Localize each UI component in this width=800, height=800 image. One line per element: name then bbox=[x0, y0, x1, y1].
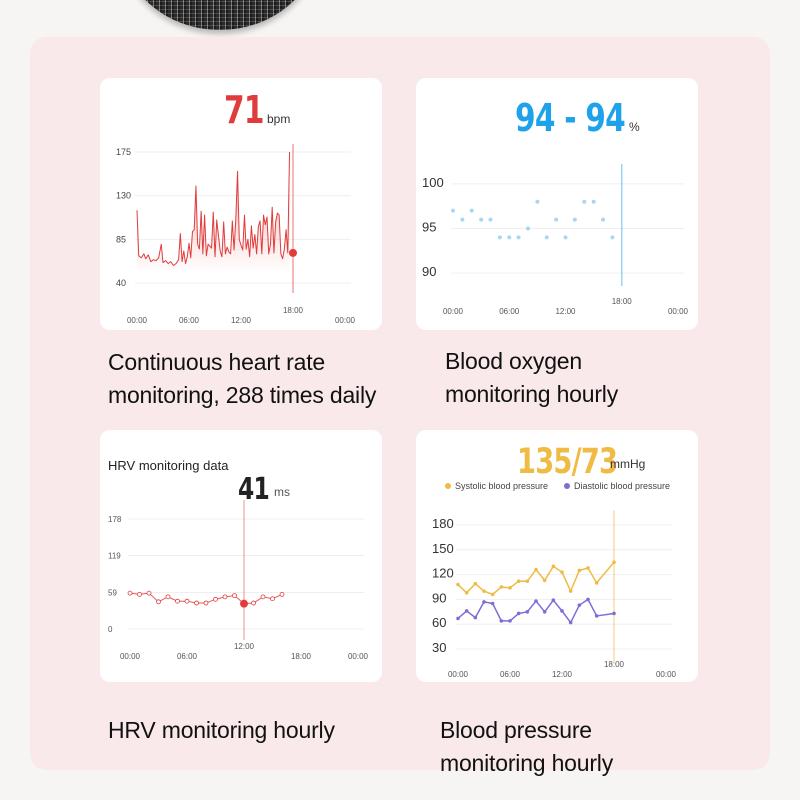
svg-text:90: 90 bbox=[432, 590, 446, 605]
legend-systolic: Systolic blood pressure bbox=[445, 481, 548, 491]
hrv-title: HRV monitoring data bbox=[108, 458, 229, 473]
blood-oxygen-caption: Blood oxygen monitoring hourly bbox=[445, 345, 618, 411]
svg-text:60: 60 bbox=[432, 615, 446, 630]
heart-rate-caption: Continuous heart rate monitoring, 288 ti… bbox=[108, 346, 376, 412]
svg-text:0: 0 bbox=[108, 625, 113, 634]
svg-text:00:00: 00:00 bbox=[348, 652, 369, 661]
svg-text:12:00: 12:00 bbox=[231, 316, 252, 325]
svg-text:119: 119 bbox=[108, 551, 121, 560]
heart-rate-value: 71 bbox=[224, 88, 264, 132]
legend-diastolic: Diastolic blood pressure bbox=[564, 481, 670, 491]
svg-text:180: 180 bbox=[432, 516, 454, 531]
svg-text:00:00: 00:00 bbox=[443, 307, 464, 316]
heart-rate-chart: 40 85 130 175 00:00 06:00 12:00 18:00 00:00 bbox=[116, 144, 356, 325]
svg-text:18:00: 18:00 bbox=[283, 306, 304, 315]
hrv-card: HRV monitoring data 41 ms 0 59 119 178 00:00… bbox=[100, 430, 382, 682]
svg-text:150: 150 bbox=[432, 541, 454, 556]
svg-text:95: 95 bbox=[422, 220, 436, 235]
legend-label: Diastolic blood pressure bbox=[574, 481, 671, 491]
caption-line: monitoring hourly bbox=[445, 381, 619, 407]
svg-text:00:00: 00:00 bbox=[127, 316, 148, 325]
blood-oxygen-card: 94 - 94 % 90 95 100 00:00 06:00 12:00 18:00 00:… bbox=[416, 78, 698, 330]
caption-line: monitoring hourly bbox=[440, 750, 614, 776]
svg-text:12:00: 12:00 bbox=[234, 642, 255, 651]
svg-text:06:00: 06:00 bbox=[177, 652, 198, 661]
svg-text:130: 130 bbox=[116, 191, 131, 201]
caption-line: monitoring, 288 times daily bbox=[108, 382, 377, 408]
svg-text:06:00: 06:00 bbox=[500, 670, 521, 679]
svg-text:178: 178 bbox=[108, 515, 122, 524]
svg-text:100: 100 bbox=[422, 175, 444, 190]
svg-text:120: 120 bbox=[432, 566, 454, 581]
svg-text:00:00: 00:00 bbox=[668, 307, 689, 316]
caption-line: Blood pressure bbox=[440, 717, 592, 743]
systolic-dot-icon bbox=[445, 483, 451, 489]
svg-text:30: 30 bbox=[432, 640, 446, 655]
blood-pressure-value: 135/73 bbox=[517, 442, 618, 482]
hrv-chart: 0 59 119 178 00:00 06:00 12:00 18:00 00:00 bbox=[108, 500, 369, 661]
blood-pressure-chart: 30 60 90 120 150 180 00:00 06:00 12:00 18:00 00:00 bbox=[432, 510, 677, 679]
blood-oxygen-chart: 90 95 100 00:00 06:00 12:00 18:00 00:00 bbox=[422, 164, 689, 316]
hrv-value: 41 bbox=[238, 472, 270, 507]
svg-text:175: 175 bbox=[116, 147, 131, 157]
svg-text:06:00: 06:00 bbox=[179, 316, 200, 325]
svg-text:12:00: 12:00 bbox=[555, 307, 576, 316]
hrv-caption: HRV monitoring hourly bbox=[108, 714, 335, 747]
heart-rate-unit: bpm bbox=[267, 112, 291, 126]
svg-text:00:00: 00:00 bbox=[448, 670, 469, 679]
svg-text:00:00: 00:00 bbox=[656, 670, 677, 679]
svg-text:12:00: 12:00 bbox=[552, 670, 573, 679]
blood-pressure-card: 135/73 mmHg Systolic blood pressure Dias… bbox=[416, 430, 698, 682]
blood-pressure-caption: Blood pressure monitoring hourly bbox=[440, 714, 613, 780]
svg-text:90: 90 bbox=[422, 264, 436, 279]
blood-oxygen-unit: % bbox=[629, 120, 640, 134]
caption-line: Blood oxygen bbox=[445, 348, 582, 374]
svg-text:85: 85 bbox=[116, 234, 126, 244]
svg-text:18:00: 18:00 bbox=[612, 297, 633, 306]
caption-line: HRV monitoring hourly bbox=[108, 717, 335, 743]
blood-oxygen-value: 94 - 94 bbox=[515, 96, 626, 140]
watch-band-image bbox=[120, 0, 320, 30]
hrv-unit: ms bbox=[274, 485, 290, 499]
diastolic-dot-icon bbox=[564, 483, 570, 489]
svg-text:00:00: 00:00 bbox=[335, 316, 356, 325]
svg-text:06:00: 06:00 bbox=[499, 307, 520, 316]
svg-text:59: 59 bbox=[108, 589, 117, 598]
heart-rate-card: 71 bpm 40 85 130 175 00:00 06:00 12:00 18:00 00:… bbox=[100, 78, 382, 330]
svg-text:40: 40 bbox=[116, 278, 126, 288]
legend-label: Systolic blood pressure bbox=[455, 481, 549, 491]
svg-text:18:00: 18:00 bbox=[291, 652, 312, 661]
svg-text:18:00: 18:00 bbox=[604, 660, 625, 669]
blood-pressure-unit: mmHg bbox=[610, 457, 646, 471]
svg-text:00:00: 00:00 bbox=[120, 652, 141, 661]
caption-line: Continuous heart rate bbox=[108, 349, 325, 375]
